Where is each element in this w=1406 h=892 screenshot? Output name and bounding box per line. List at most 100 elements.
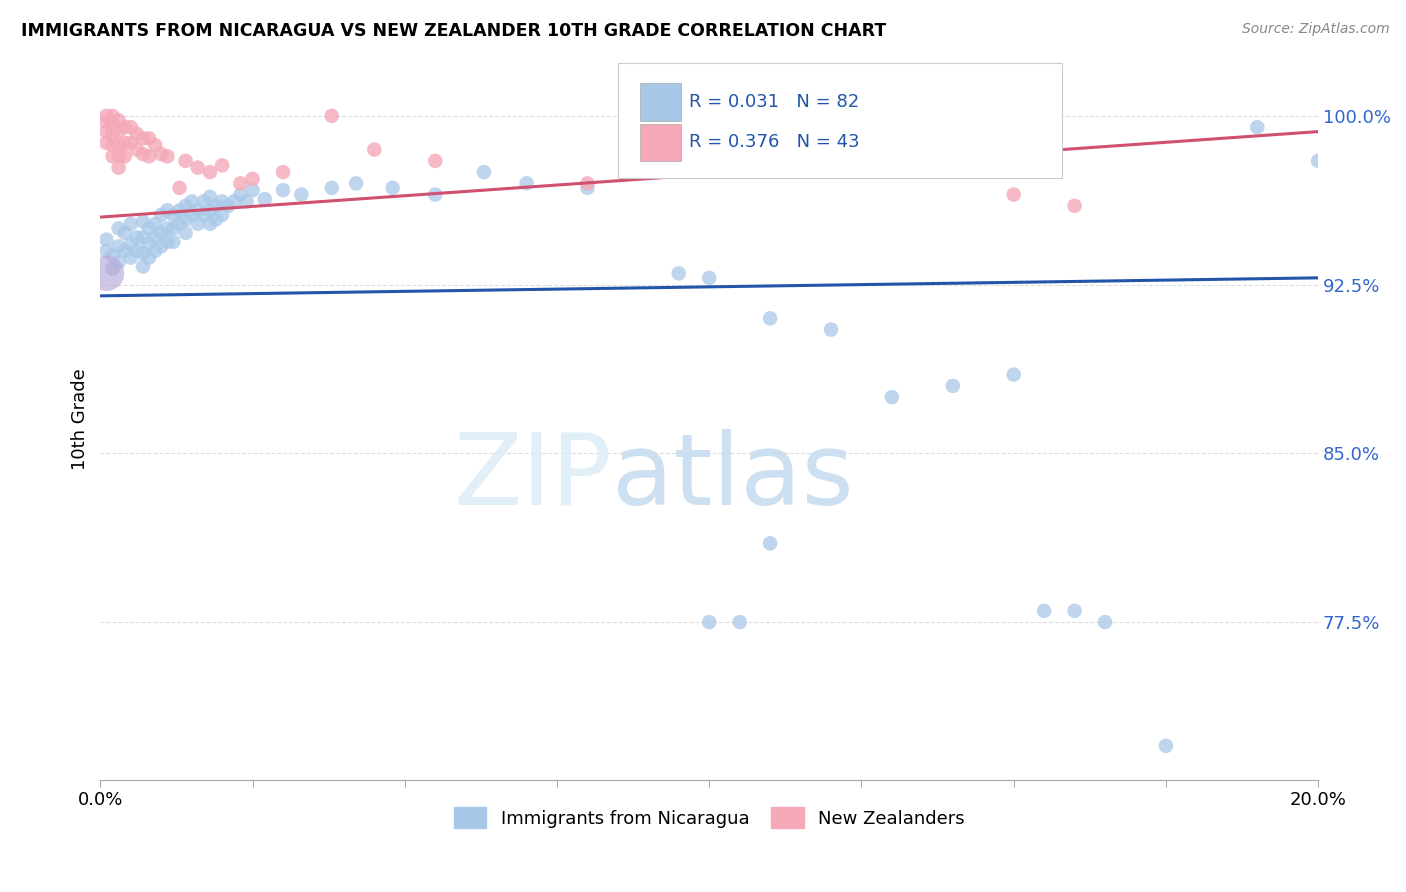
Point xyxy=(96,115,118,129)
Point xyxy=(576,181,599,195)
Point xyxy=(96,109,118,123)
Point xyxy=(174,212,197,227)
Point xyxy=(143,138,166,153)
Point xyxy=(143,244,166,258)
Point xyxy=(425,153,447,168)
Point xyxy=(138,149,160,163)
Point xyxy=(132,246,155,260)
Point xyxy=(132,131,155,145)
Point xyxy=(107,255,129,269)
Point xyxy=(150,239,173,253)
Point xyxy=(211,194,233,209)
Point xyxy=(132,230,155,244)
Point xyxy=(107,239,129,253)
Point xyxy=(697,270,720,285)
Point xyxy=(143,217,166,231)
Point xyxy=(156,203,179,218)
Point xyxy=(120,217,142,231)
FancyBboxPatch shape xyxy=(640,124,682,161)
Point xyxy=(820,323,842,337)
Point xyxy=(217,199,239,213)
Point xyxy=(253,192,276,206)
Point xyxy=(187,203,209,218)
Point xyxy=(344,177,367,191)
Point xyxy=(235,194,257,209)
Point xyxy=(174,199,197,213)
Point xyxy=(150,226,173,240)
Point xyxy=(205,199,228,213)
Point xyxy=(143,230,166,244)
Point xyxy=(96,125,118,139)
Point xyxy=(1063,604,1085,618)
Point xyxy=(107,125,129,139)
Point xyxy=(107,161,129,175)
Point xyxy=(125,244,148,258)
Point xyxy=(96,244,118,258)
Point xyxy=(193,208,215,222)
Point xyxy=(107,138,129,153)
Point xyxy=(101,109,124,123)
Point xyxy=(96,136,118,150)
Text: ZIP: ZIP xyxy=(454,429,612,525)
Y-axis label: 10th Grade: 10th Grade xyxy=(72,368,89,470)
Point xyxy=(425,187,447,202)
Point xyxy=(271,165,294,179)
Point xyxy=(472,165,495,179)
Point xyxy=(229,177,252,191)
Point xyxy=(125,230,148,244)
Point xyxy=(321,109,343,123)
Point xyxy=(759,311,782,326)
Point xyxy=(728,615,751,629)
Point xyxy=(1033,604,1056,618)
Point xyxy=(1002,187,1025,202)
Point xyxy=(107,221,129,235)
Point xyxy=(516,177,538,191)
Point xyxy=(114,244,136,258)
Point xyxy=(759,536,782,550)
Point xyxy=(321,181,343,195)
Point xyxy=(211,158,233,172)
Point xyxy=(120,251,142,265)
Point xyxy=(101,248,124,262)
Point xyxy=(363,143,385,157)
Point xyxy=(156,235,179,249)
Point xyxy=(187,217,209,231)
Point xyxy=(125,127,148,141)
Point xyxy=(942,379,965,393)
Point xyxy=(156,221,179,235)
Point xyxy=(114,136,136,150)
Point xyxy=(1002,368,1025,382)
Point xyxy=(198,217,221,231)
Point xyxy=(120,120,142,134)
Text: Source: ZipAtlas.com: Source: ZipAtlas.com xyxy=(1241,22,1389,37)
Point xyxy=(1094,615,1116,629)
Point xyxy=(198,190,221,204)
Text: IMMIGRANTS FROM NICARAGUA VS NEW ZEALANDER 10TH GRADE CORRELATION CHART: IMMIGRANTS FROM NICARAGUA VS NEW ZEALAND… xyxy=(21,22,886,40)
Point xyxy=(101,118,124,132)
Point xyxy=(1246,120,1268,134)
Point xyxy=(242,183,264,197)
Point xyxy=(180,208,202,222)
Point xyxy=(120,136,142,150)
Point xyxy=(880,390,903,404)
Point xyxy=(211,208,233,222)
Point xyxy=(132,147,155,161)
Point xyxy=(150,147,173,161)
Point xyxy=(114,120,136,134)
Point xyxy=(107,113,129,128)
Point xyxy=(156,149,179,163)
Point xyxy=(242,172,264,186)
Point xyxy=(114,226,136,240)
Point xyxy=(138,251,160,265)
Point xyxy=(101,138,124,153)
Point xyxy=(205,212,228,227)
Point xyxy=(187,161,209,175)
Point xyxy=(697,158,720,172)
Point xyxy=(271,183,294,197)
Point xyxy=(96,233,118,247)
Text: atlas: atlas xyxy=(612,429,853,525)
Point xyxy=(162,221,184,235)
Point xyxy=(169,217,191,231)
Point xyxy=(381,181,404,195)
Point xyxy=(180,194,202,209)
